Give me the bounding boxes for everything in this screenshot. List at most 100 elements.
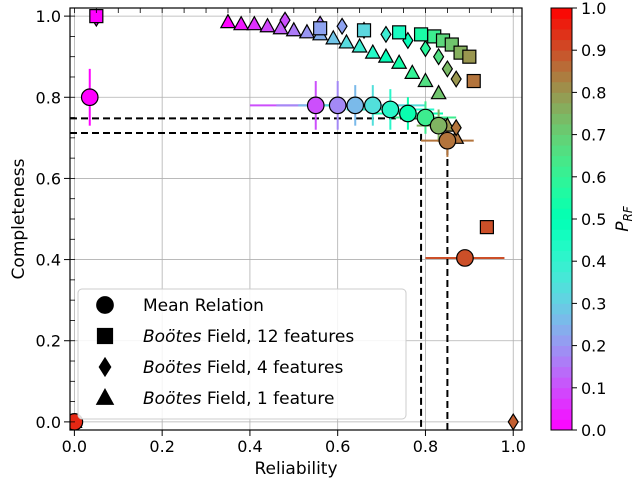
data-point-circle [306, 96, 325, 115]
data-point-triangle [364, 43, 381, 59]
data-point-diamond [380, 25, 392, 44]
colorbar-segment [551, 366, 572, 378]
colorbar-tick-label: 0.4 [581, 252, 606, 271]
colorbar-segment [551, 155, 572, 167]
colorbar-segment [551, 197, 572, 209]
data-point-circle [399, 104, 417, 123]
x-tick-label: 0.2 [149, 437, 174, 456]
colorbar-segment [551, 240, 572, 252]
colorbar-segment [551, 219, 572, 230]
colorbar-segment [551, 335, 572, 346]
axes: 0.0 0.2 0.4 0.6 0.8 1.0 0.0 0.2 0.4 0.6 0.8 1.0 [36, 7, 526, 456]
data-point-square [392, 25, 407, 40]
colorbar-segment [551, 60, 572, 72]
data-point-triangle [377, 47, 395, 63]
colorbar-segment [551, 18, 572, 30]
y-tick-label: 0.0 [36, 413, 61, 432]
x-axis-label: Reliability [254, 459, 337, 479]
legend-label: Boötes Field, 4 features [143, 358, 343, 378]
colorbar-segment [551, 187, 572, 199]
data-point-square [356, 23, 372, 38]
colorbar-segment [551, 261, 572, 273]
data-point-square [479, 220, 494, 235]
colorbar-segment [551, 282, 572, 294]
data-point-triangle [246, 15, 263, 31]
colorbar-segment [551, 324, 572, 336]
data-point-diamond [336, 17, 348, 36]
colorbar-segment [551, 8, 572, 19]
legend-marker-circle [96, 296, 114, 314]
data-point-triangle [232, 15, 250, 31]
legend-label-italic: Boötes [143, 327, 202, 347]
legend-label: Mean Relation [143, 296, 264, 316]
colorbar-tick-label: 1.0 [581, 0, 606, 18]
data-point-diamond [450, 118, 462, 137]
data-point-triangle [338, 33, 355, 49]
data-point-triangle [298, 23, 316, 39]
colorbar-segment [551, 408, 572, 420]
legend-label-text: Field, 1 feature [201, 389, 334, 409]
colorbar-tick-label: 0.2 [581, 337, 606, 356]
colorbar-label: PRF [613, 205, 635, 232]
colorbar-segment [551, 250, 572, 262]
data-point-diamond [419, 39, 432, 58]
y-tick-label: 0.8 [36, 88, 61, 107]
legend-label-text: Mean Relation [143, 296, 264, 316]
data-point-diamond [441, 59, 454, 78]
colorbar-segment [551, 29, 572, 41]
colorbar-tick-label: 0.3 [581, 294, 606, 313]
colorbar-segment [551, 102, 572, 114]
x-tick-label: 0.0 [62, 437, 87, 456]
legend-label-italic: Boötes [143, 358, 202, 378]
y-tick-label: 0.6 [36, 169, 61, 188]
colorbar-tick-label: 0.6 [581, 168, 606, 187]
legend-label-text: Field, 4 features [201, 358, 343, 378]
colorbar-segment [551, 377, 572, 389]
colorbar-segment [551, 356, 572, 368]
data-points [70, 9, 519, 430]
colorbar-segment [551, 313, 572, 325]
data-point-circle [456, 249, 474, 267]
x-tick-label: 0.4 [237, 437, 262, 456]
y-axis-label: Completeness [9, 158, 29, 279]
x-tick-label: 1.0 [500, 437, 525, 456]
data-point-triangle [430, 84, 447, 100]
colorbar-tick-label: 0.7 [581, 126, 606, 145]
colorbar-segment [551, 81, 572, 93]
colorbar-segment [551, 229, 572, 241]
data-point-triangle [417, 72, 434, 88]
data-point-square [462, 49, 477, 64]
colorbar-segment [551, 387, 572, 399]
colorbar-segment [551, 113, 572, 125]
colorbar-tick-label: 0.0 [581, 421, 606, 440]
legend-box [77, 288, 407, 420]
colorbar-segment [551, 145, 572, 157]
colorbar-segment [551, 345, 572, 357]
data-point-square [413, 27, 429, 42]
legend-marker-triangle [95, 388, 115, 405]
colorbar-segment [551, 166, 572, 178]
y-tick-label: 0.2 [36, 332, 61, 351]
data-point-triangle [259, 17, 276, 33]
data-point-triangle [390, 53, 408, 69]
data-point-diamond [450, 70, 462, 88]
colorbar: 0.0 0.1 0.2 0.3 0.4 0.5 0.6 0.7 0.8 0.9 1.0 PRF [550, 0, 635, 440]
data-point-circle [416, 108, 435, 127]
legend-label-italic: Boötes [143, 389, 202, 409]
data-point-circle [381, 100, 400, 119]
data-point-square [313, 21, 328, 36]
colorbar-segment [551, 208, 572, 220]
data-point-diamond [279, 11, 291, 30]
colorbar-segment [551, 124, 572, 135]
colorbar-segment [551, 176, 572, 188]
colorbar-segment [551, 398, 572, 410]
legend-marker-diamond [98, 356, 112, 378]
legend-marker-square [96, 327, 114, 345]
data-point-triangle [351, 37, 368, 53]
data-point-triangle [285, 21, 302, 37]
data-point-circle [438, 131, 457, 150]
x-tick-label: 0.8 [413, 437, 438, 456]
x-tick-label: 0.6 [325, 437, 350, 456]
